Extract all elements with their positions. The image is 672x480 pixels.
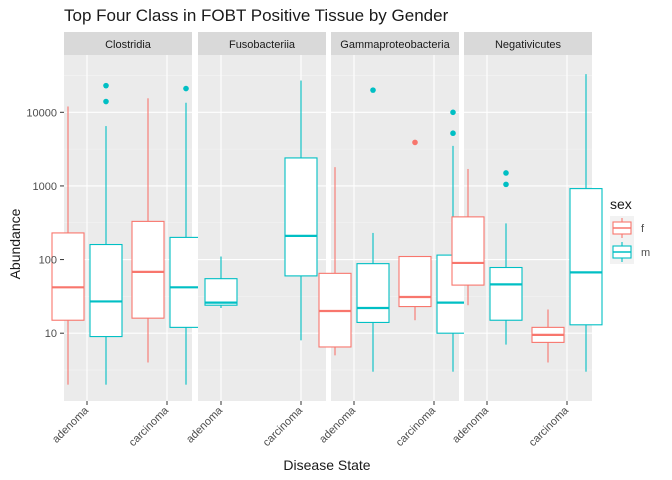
chart-title: Top Four Class in FOBT Positive Tissue b… [64, 6, 449, 25]
box-adenoma-m [489, 170, 523, 345]
facet-strip [331, 32, 459, 55]
outlier-point [450, 130, 456, 137]
facet-strip [464, 32, 592, 55]
box-iqr [569, 188, 603, 326]
box-carcinoma-m [284, 80, 318, 341]
outlier-point [370, 87, 376, 93]
x-tick-label: adenoma [50, 404, 92, 446]
y-tick-label: 1000 [33, 181, 57, 193]
box-adenoma-m [356, 87, 390, 372]
facet-panel: Negativicutes adenoma carcinoma [450, 32, 603, 449]
box-carcinoma-f [131, 98, 165, 363]
outlier-point [103, 82, 109, 89]
x-tick-label: adenoma [450, 404, 492, 446]
outlier-point [412, 139, 418, 146]
x-tick-label: carcinoma [127, 404, 172, 449]
legend-item-m: m [610, 240, 650, 264]
box-adenoma-f [51, 106, 85, 385]
facet-label: Clostridia [105, 39, 152, 51]
box-iqr [451, 216, 485, 286]
facet-panel: Gammaproteobacteria adenoma carcinoma [317, 32, 470, 449]
box-iqr [489, 266, 523, 321]
outlier-point [183, 85, 189, 92]
box-iqr [89, 243, 123, 338]
box-iqr [51, 232, 85, 321]
facet-panels: Clostridia adenoma carcinoma Fusobacteriia a… [50, 32, 603, 449]
y-tick-label: 10000 [26, 107, 57, 119]
facet-label: Gammaproteobacteria [340, 39, 450, 51]
facet-label: Fusobacteriia [229, 39, 296, 51]
box-carcinoma-f [398, 139, 432, 321]
box-iqr [284, 157, 318, 277]
x-tick-label: adenoma [184, 404, 226, 446]
x-tick-label: carcinoma [527, 404, 572, 449]
panel-background [331, 55, 459, 401]
y-tick-label: 100 [39, 255, 57, 267]
box-iqr [131, 220, 165, 319]
box-iqr [169, 236, 203, 328]
facet-label: Negativicutes [495, 39, 562, 51]
box-carcinoma-f [531, 309, 565, 363]
facet-strip [64, 32, 192, 55]
panel-background [64, 55, 192, 401]
box-adenoma-f [318, 167, 352, 356]
x-tick-label: adenoma [317, 404, 359, 446]
box-adenoma-f [451, 168, 485, 306]
box-carcinoma-m [569, 74, 603, 372]
y-tick-label: 10 [45, 328, 57, 340]
facet-strip [198, 32, 326, 55]
outlier-point [103, 98, 109, 105]
box-iqr [398, 255, 432, 308]
legend-label: m [641, 247, 650, 259]
outlier-point [450, 109, 456, 116]
box-iqr [204, 278, 238, 306]
y-axis-title: Abundance [7, 208, 23, 279]
legend-label: f [641, 223, 645, 235]
x-tick-label: carcinoma [261, 404, 306, 449]
box-adenoma-m [89, 82, 123, 385]
x-axis-title: Disease State [283, 457, 370, 473]
outlier-point [503, 181, 509, 188]
x-tick-label: carcinoma [394, 404, 439, 449]
box-iqr [356, 263, 390, 323]
box-adenoma-m [204, 256, 238, 308]
legend-item-f: f [610, 216, 645, 240]
facet-panel: Clostridia adenoma carcinoma [50, 32, 203, 449]
legend-title: sex [610, 196, 632, 212]
box-carcinoma-m [169, 85, 203, 385]
y-axis: 10 100 1000 10000 [26, 107, 64, 340]
outlier-point [503, 170, 509, 176]
facet-panel: Fusobacteriia adenoma carcinoma [184, 32, 326, 449]
